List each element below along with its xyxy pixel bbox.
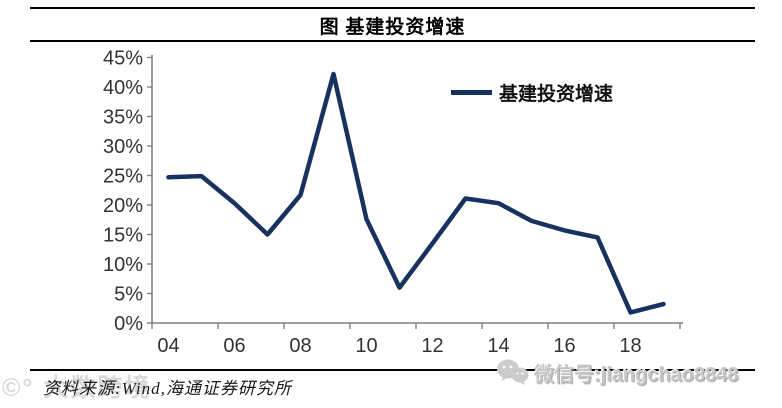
wechat-id-text: 微信号:jiangchao8848 <box>534 363 739 386</box>
source-attribution: 资料来源:Wind,海通证券研究所 <box>43 379 292 398</box>
series-line <box>166 71 666 315</box>
y-tick-label: 15% <box>103 225 143 247</box>
x-tick-label: 18 <box>619 335 641 357</box>
x-tick-label: 14 <box>487 335 509 357</box>
title-divider-rule <box>30 40 755 42</box>
top-rule <box>30 7 755 9</box>
x-tick-label: 12 <box>421 335 443 357</box>
wechat-icon <box>497 359 529 385</box>
x-tick-label: 04 <box>157 335 179 357</box>
y-tick-label: 0% <box>114 313 143 335</box>
x-tick-label: 10 <box>355 335 377 357</box>
x-tick-label: 16 <box>553 335 575 357</box>
y-tick-label: 20% <box>103 195 143 217</box>
y-tick-label: 40% <box>103 77 143 99</box>
y-tick-label: 35% <box>103 107 143 129</box>
y-tick-label: 45% <box>103 48 143 70</box>
y-tick-label: 10% <box>103 254 143 276</box>
legend-series-label: 基建投资增速 <box>499 84 614 105</box>
watermark-logo: ©° 大数跨境 <box>2 374 152 402</box>
line-chart-plot: 0% 5% 10% 15% 20% 25% 30% 35% 40% 45% 04 06 08 10 12 14… <box>103 48 683 357</box>
y-tick-label: 5% <box>114 284 143 306</box>
x-tick-label: 08 <box>289 335 311 357</box>
y-tick-label: 30% <box>103 136 143 158</box>
legend-line-swatch <box>451 90 492 95</box>
y-tick-label: 25% <box>103 166 143 188</box>
x-tick-label: 06 <box>223 335 245 357</box>
chart-title: 图 基建投资增速 <box>319 17 466 38</box>
chart-legend: 基建投资增速 <box>451 79 613 106</box>
wechat-watermark: 微信号:jiangchao8848 <box>494 357 739 387</box>
bottom-rule <box>30 369 755 371</box>
